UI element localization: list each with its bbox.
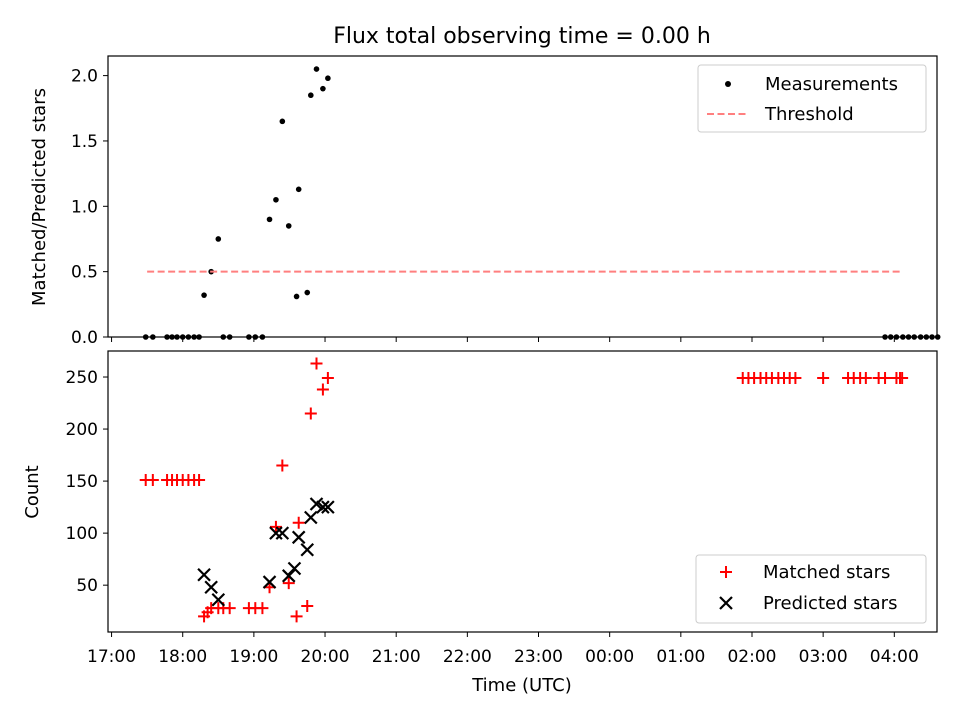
- matched-star-point: [896, 372, 909, 385]
- legend-matched-label: Matched stars: [763, 562, 890, 583]
- measurement-point: [285, 223, 292, 229]
- measurement-point: [273, 196, 279, 203]
- predicted-star-point: [275, 526, 290, 540]
- predicted-star-point: [304, 510, 318, 525]
- matched-star-point: [292, 516, 305, 529]
- measurement-point: [304, 289, 311, 296]
- count-y-tick-label: 50: [76, 576, 98, 596]
- matched-star-points: [139, 357, 909, 623]
- ratio-legend-box: [697, 64, 927, 133]
- ratio-plot-frame: [107, 55, 938, 338]
- predicted-star-points: [197, 497, 335, 607]
- count-x-tick-label: 01:00: [656, 647, 705, 667]
- matched-star-point: [789, 372, 802, 385]
- count-y-axis-label: Count: [22, 465, 43, 518]
- measurement-point: [934, 334, 941, 340]
- legend-predicted-marker: [719, 596, 733, 610]
- matched-star-point: [256, 602, 269, 615]
- count-x-tick-label: 00:00: [585, 647, 634, 667]
- count-x-tick-label: 18:00: [158, 647, 207, 667]
- predicted-star-point: [281, 569, 296, 583]
- matched-star-point: [879, 372, 892, 385]
- measurement-point: [313, 66, 320, 72]
- measurement-point: [295, 186, 302, 193]
- predicted-star-point: [287, 561, 302, 576]
- measurement-point: [266, 216, 273, 223]
- matched-star-point: [290, 610, 303, 623]
- count-x-tick-label: 04:00: [870, 647, 919, 667]
- ratio-y-tick-label: 0.5: [71, 263, 98, 283]
- measurement-point: [279, 118, 286, 125]
- matched-star-point: [316, 383, 329, 396]
- predicted-star-point: [204, 580, 218, 595]
- count-panel: 50 100 150 200 250 17:00 18:00 19:00 20:00 21:00…: [22, 350, 938, 696]
- count-x-tick-label: 22:00: [443, 647, 492, 667]
- count-legend: Matched stars Predicted stars: [695, 554, 927, 624]
- measurement-point: [325, 75, 331, 82]
- ratio-y-tick-label: 2.0: [71, 67, 98, 87]
- ratio-y-ticks: 0.0 0.5 1.0 1.5 2.0: [71, 67, 108, 348]
- legend-threshold-label: Threshold: [764, 104, 854, 125]
- ratio-panel: 0.00.51.01.52.0 Matched/Predicted stars …: [29, 55, 941, 348]
- matched-star-point: [301, 599, 314, 612]
- matched-star-point: [223, 602, 236, 615]
- count-y-tick-label: 100: [66, 524, 98, 544]
- count-x-axis-label: Time (UTC): [471, 675, 572, 696]
- predicted-star-point: [197, 567, 211, 582]
- count-x-tick-label: 20:00: [301, 647, 350, 667]
- count-legend-box: [695, 554, 927, 624]
- legend-matched-marker: [720, 566, 732, 578]
- ratio-y-axis-label: Matched/Predicted stars: [29, 88, 50, 306]
- count-x-tick-label: 03:00: [799, 647, 848, 667]
- predicted-star-point: [321, 500, 335, 514]
- count-y-ticks: 50 100 150 200 250: [66, 368, 108, 596]
- legend-measurement-marker: [725, 81, 731, 87]
- measurement-point: [308, 92, 314, 99]
- count-y-tick-label: 250: [66, 368, 98, 388]
- matched-star-point: [859, 372, 872, 385]
- ratio-y-tick-label: 1.5: [71, 132, 98, 152]
- matched-star-point: [193, 474, 206, 487]
- predicted-star-point: [269, 526, 283, 540]
- predicted-star-point: [291, 530, 306, 545]
- ratio-y-tick-label: 0.0: [71, 328, 98, 348]
- chart-title: Flux total observing time = 0.00 h: [333, 24, 711, 49]
- matched-star-point: [276, 459, 289, 472]
- count-x-tick-label: 21:00: [372, 647, 421, 667]
- measurement-point: [293, 293, 300, 300]
- matched-star-point: [146, 474, 159, 487]
- count-y-tick-label: 200: [66, 420, 98, 440]
- measurement-points: [142, 66, 941, 340]
- matched-star-point: [269, 520, 282, 533]
- legend-measurements-label: Measurements: [765, 74, 898, 95]
- measurement-point: [201, 292, 207, 298]
- count-x-ticks: 17:00 18:00 19:00 20:00 21:00 22:00 23:00 00:00…: [87, 632, 919, 667]
- predicted-star-point: [262, 575, 277, 589]
- matched-star-point: [304, 407, 317, 420]
- predicted-star-point: [211, 592, 226, 607]
- predicted-star-point: [316, 500, 330, 514]
- count-x-tick-label: 02:00: [727, 647, 776, 667]
- matched-star-point: [817, 372, 830, 385]
- count-x-tick-label: 19:00: [229, 647, 278, 667]
- count-x-tick-label: 23:00: [514, 647, 563, 667]
- ratio-legend: Measurements Threshold: [697, 64, 927, 133]
- count-x-tick-label: 17:00: [87, 647, 136, 667]
- ratio-y-tick-label: 1.0: [71, 197, 98, 217]
- legend-predicted-label: Predicted stars: [763, 593, 897, 614]
- ratio-x-ticks: [111, 337, 895, 342]
- count-y-tick-label: 150: [66, 472, 98, 492]
- matched-star-point: [310, 357, 323, 370]
- predicted-star-point: [300, 543, 315, 557]
- measurement-point: [215, 236, 222, 242]
- count-plot-frame: [107, 350, 938, 633]
- measurement-point: [320, 85, 326, 92]
- matched-star-point: [321, 372, 334, 385]
- matched-star-point: [282, 577, 295, 590]
